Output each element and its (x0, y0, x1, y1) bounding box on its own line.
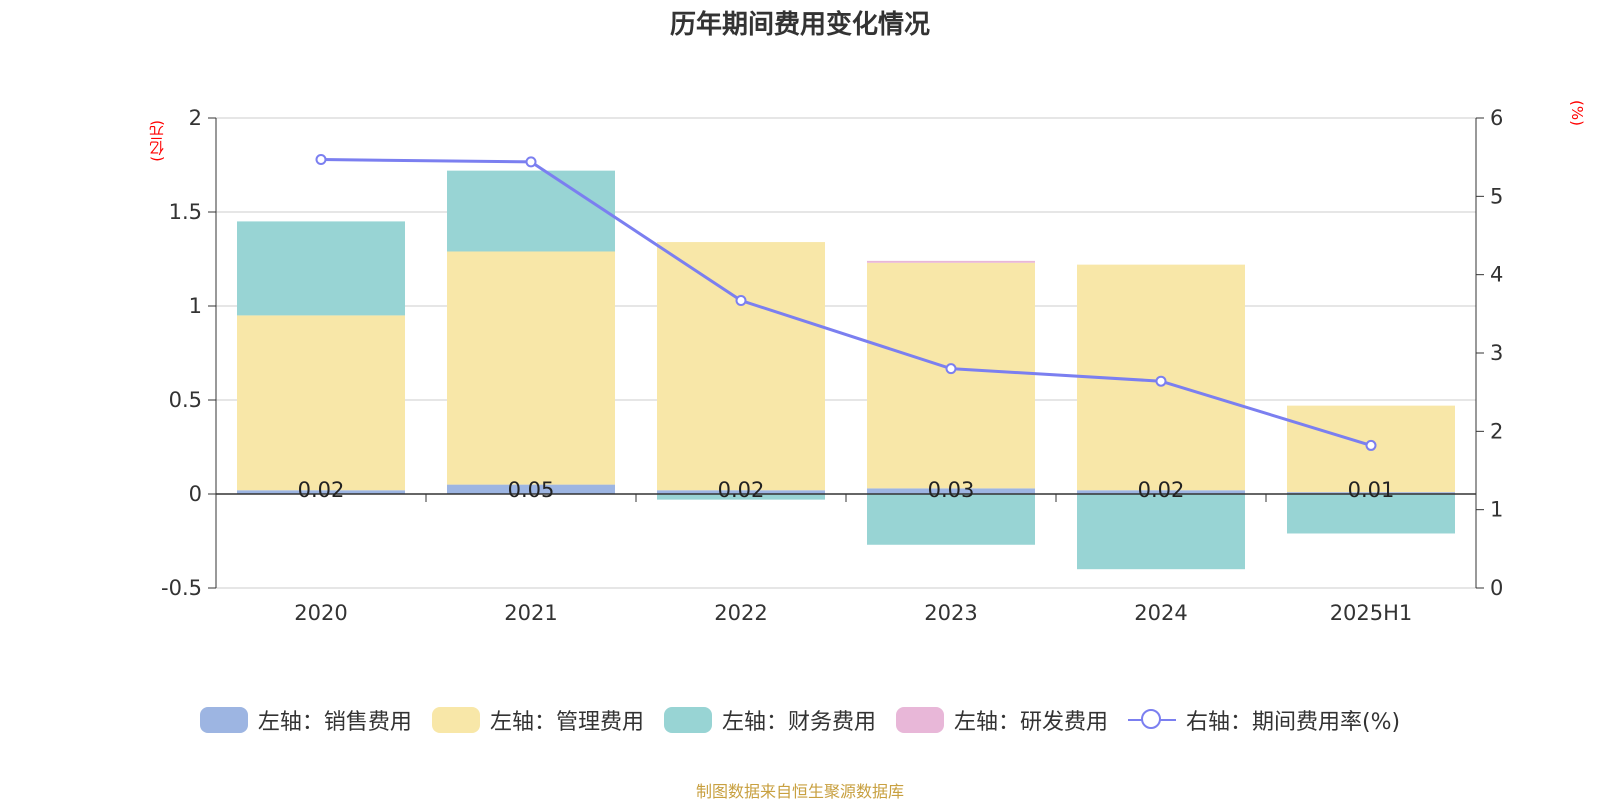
point-expense-rate-2023 (945, 363, 957, 375)
bar-admin-2023 (867, 262, 1035, 489)
left-tick-label: 1.5 (169, 200, 202, 224)
data-source-note: 制图数据来自恒生聚源数据库 (695, 782, 904, 801)
point-expense-rate-2024 (1155, 375, 1167, 387)
x-tick-label: 2022 (714, 601, 767, 625)
left-tick-label: 1 (189, 294, 202, 318)
legend-label-sales: 左轴：销售费用 (257, 710, 412, 735)
bar-sales-2020 (237, 490, 405, 494)
line-expense-rate (320, 158, 1372, 447)
data-label-sales: 0.03 (928, 478, 975, 502)
bar-admin-2022 (657, 242, 825, 491)
right-tick-label: 6 (1490, 106, 1503, 130)
x-tick-label: 2021 (504, 601, 557, 625)
point-expense-rate-2022 (735, 295, 747, 307)
right-tick-label: 0 (1490, 576, 1503, 600)
legend-label-admin: 左轴：管理费用 (489, 710, 644, 735)
right-tick-label: 1 (1490, 498, 1503, 522)
point-expense-rate-2025H1 (1365, 439, 1377, 451)
legend: 左轴：销售费用 左轴：管理费用 左轴：财务费用 左轴：研发费用 右轴：期间费用率… (0, 704, 1600, 736)
bar-finance-2023 (867, 494, 1035, 545)
data-label-sales: 0.02 (1138, 478, 1185, 502)
bar-sales-2024 (1077, 490, 1245, 494)
data-label-sales: 0.02 (298, 478, 345, 502)
bar-admin-2020 (237, 315, 405, 491)
chart-title: 历年期间费用变化情况 (669, 10, 930, 40)
legend-label-finance: 左轴：财务费用 (721, 710, 876, 735)
right-axis-unit: (%) (1568, 100, 1586, 126)
left-tick-label: 0.5 (169, 388, 202, 412)
point-expense-rate-2021 (525, 156, 537, 168)
right-tick-label: 3 (1490, 341, 1503, 365)
bar-finance-2020 (237, 221, 405, 316)
legend-swatch-finance (663, 707, 712, 733)
bar-sales-2022 (657, 490, 825, 494)
x-tick-label: 2020 (294, 601, 347, 625)
bar-admin-2021 (447, 251, 615, 485)
right-tick-label: 4 (1490, 263, 1503, 287)
legend-item-sales[interactable]: 左轴：销售费用 (199, 704, 412, 736)
legend-swatch-sales (199, 707, 248, 733)
legend-item-finance[interactable]: 左轴：财务费用 (663, 704, 876, 736)
x-tick-label: 2023 (924, 601, 977, 625)
legend-label-rnd: 左轴：研发费用 (953, 710, 1108, 735)
data-label-sales: 0.01 (1348, 478, 1395, 502)
right-tick-label: 2 (1490, 419, 1503, 443)
bar-finance-2022 (657, 494, 825, 500)
legend-item-rnd[interactable]: 左轴：研发费用 (895, 704, 1108, 736)
right-tick-label: 5 (1490, 184, 1503, 208)
bar-rnd-2023 (867, 260, 1035, 263)
bar-sales-2025H1 (1287, 492, 1455, 494)
left-tick-label: -0.5 (161, 576, 202, 600)
legend-item-rate[interactable]: 右轴：期间费用率(%) (1127, 704, 1401, 736)
left-tick-label: 2 (189, 106, 202, 130)
bar-sales-2021 (447, 484, 615, 494)
bar-finance-2024 (1077, 494, 1245, 570)
legend-swatch-rate (1127, 707, 1176, 733)
legend-item-admin[interactable]: 左轴：管理费用 (431, 704, 644, 736)
data-label-sales: 0.05 (508, 478, 555, 502)
bar-sales-2023 (867, 488, 1035, 494)
bar-finance-2025H1 (1287, 494, 1455, 534)
legend-swatch-admin (431, 707, 480, 733)
x-tick-label: 2025H1 (1330, 601, 1413, 625)
legend-swatch-rnd (895, 707, 944, 733)
point-expense-rate-2020 (315, 154, 327, 166)
bar-finance-2021 (447, 170, 615, 252)
data-label-sales: 0.02 (718, 478, 765, 502)
left-tick-label: 0 (189, 482, 202, 506)
legend-label-rate: 右轴：期间费用率(%) (1185, 710, 1401, 735)
x-tick-label: 2024 (1134, 601, 1187, 625)
